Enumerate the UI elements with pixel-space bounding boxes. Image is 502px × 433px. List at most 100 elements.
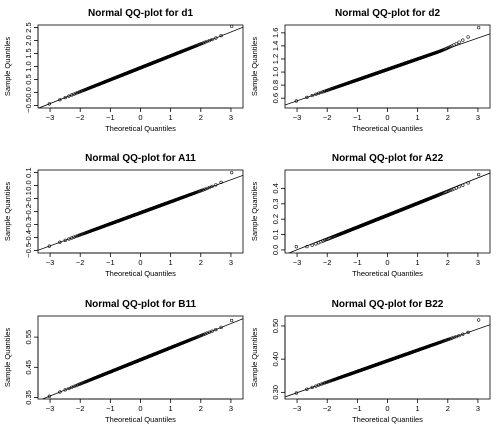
data-point: [310, 93, 314, 98]
y-tick-label: 0.35: [24, 390, 33, 405]
data-point: [72, 92, 76, 96]
x-tick-label: 0: [138, 404, 142, 413]
chart-title: Normal QQ-plot for A11: [85, 153, 196, 164]
data-point: [294, 99, 298, 103]
data-point: [72, 384, 76, 389]
data-point: [207, 185, 211, 190]
x-tick-label: −1: [106, 404, 115, 413]
y-axis-label: Sample Quantiles: [3, 328, 12, 387]
qq-panel-2: Normal QQ-plot for d2 −3 −2 −1 0 1 2 3 Theoretic…: [250, 8, 491, 133]
data-point: [58, 240, 62, 244]
x-tick-label: 3: [229, 404, 233, 413]
x-tick-label: 3: [476, 404, 480, 413]
data-point: [207, 330, 211, 334]
y-tick-label: 1.2: [271, 54, 280, 64]
x-tick-label: 2: [446, 258, 450, 267]
data-point: [230, 318, 234, 323]
data-point: [200, 333, 204, 337]
y-tick-label: 1.0: [24, 61, 33, 71]
data-point: [477, 172, 481, 177]
data-point: [450, 188, 454, 192]
y-tick-label: 1.4: [271, 41, 280, 51]
x-tick-label: −3: [293, 113, 302, 122]
y-tick-label: 2.0: [24, 35, 33, 45]
data-point: [76, 90, 80, 95]
data-point: [74, 234, 78, 238]
x-tick-label: −3: [293, 404, 302, 413]
x-tick-label: 3: [476, 258, 480, 267]
data-point: [72, 235, 76, 239]
chart-title: Normal QQ-plot for B22: [332, 299, 444, 310]
x-tick-label: −2: [76, 404, 85, 413]
data-point: [457, 185, 461, 189]
data-point: [310, 385, 314, 389]
data-point: [324, 89, 328, 93]
plot-frame: [284, 169, 491, 254]
y-tick-label: 0.4: [271, 183, 280, 193]
data-point: [219, 180, 223, 185]
y-tick-label: 0.1: [271, 229, 280, 239]
data-point: [447, 189, 451, 193]
data-point: [314, 92, 318, 96]
x-tick-label: −1: [106, 113, 115, 122]
data-point: [200, 41, 204, 46]
data-point: [67, 237, 71, 241]
y-axis-label: Sample Quantiles: [3, 182, 12, 241]
x-tick-label: 2: [199, 113, 203, 122]
y-tick-label: −0.2: [24, 204, 33, 219]
data-point: [63, 388, 67, 392]
data-point: [461, 38, 465, 42]
y-tick-label: −0.3: [24, 217, 33, 232]
y-tick-label: −0.5: [24, 243, 33, 258]
y-axis-label: Sample Quantiles: [250, 37, 259, 96]
y-tick-label: 0.0: [24, 87, 33, 97]
data-point: [214, 183, 218, 187]
data-point: [210, 37, 214, 42]
x-tick-label: 0: [138, 113, 142, 122]
data-point: [219, 325, 223, 330]
data-point: [74, 91, 78, 95]
y-tick-label: 0.2: [271, 214, 280, 224]
chart-title: Normal QQ-plot for d2: [335, 8, 440, 19]
data-point: [319, 240, 323, 244]
y-tick-label: −0.4: [24, 230, 33, 245]
data-point: [198, 189, 202, 193]
data-point: [314, 242, 318, 246]
data-point: [230, 170, 234, 175]
x-tick-label: −1: [353, 113, 362, 122]
x-tick-label: 3: [476, 113, 480, 122]
data-point: [47, 102, 51, 106]
qq-panel-6: Normal QQ-plot for B22 −3 −2 −1 0 1 2 3 Theoreti…: [250, 299, 491, 424]
x-tick-label: 3: [229, 113, 233, 122]
data-point: [323, 238, 327, 242]
data-point: [447, 337, 451, 341]
data-point: [310, 243, 314, 247]
data-point: [466, 330, 470, 335]
data-point: [214, 36, 218, 40]
data-point: [210, 329, 214, 333]
data-point: [477, 318, 481, 322]
data-point: [63, 95, 67, 100]
point-group: [294, 172, 481, 249]
data-point: [63, 238, 67, 242]
y-tick-label: 0.45: [24, 360, 33, 375]
x-tick-label: 1: [416, 113, 420, 122]
x-tick-label: 2: [446, 404, 450, 413]
point-group: [47, 170, 234, 248]
chart-title: Normal QQ-plot for d1: [88, 8, 193, 19]
data-point: [457, 40, 461, 44]
x-tick-label: −2: [76, 258, 85, 267]
x-tick-label: 1: [169, 404, 173, 413]
data-point: [201, 188, 205, 192]
data-point: [321, 239, 325, 243]
data-point: [294, 391, 298, 395]
qq-panel-4: Normal QQ-plot for A22 −3 −2 −1 0 1 2 3 Theoreti…: [250, 153, 491, 278]
y-tick-label: 1.6: [271, 28, 280, 38]
point-group: [294, 25, 481, 103]
x-tick-label: −3: [293, 258, 302, 267]
data-point: [214, 327, 218, 332]
data-point: [321, 381, 325, 386]
data-point: [203, 332, 207, 336]
point-group: [47, 318, 234, 398]
y-tick-label: 0.0: [24, 180, 33, 190]
